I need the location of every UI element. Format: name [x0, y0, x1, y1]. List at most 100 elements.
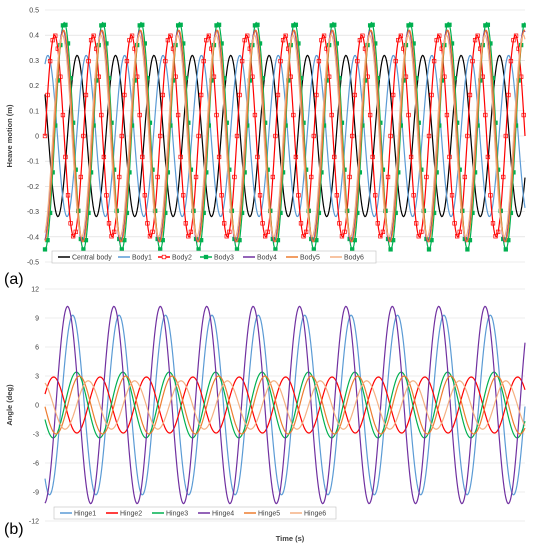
legend-item: Body6 [330, 255, 364, 262]
series-marker [178, 154, 183, 160]
series-marker [227, 229, 232, 235]
series-marker [106, 221, 112, 226]
legend-label: Body6 [344, 255, 364, 262]
series-marker [165, 37, 171, 43]
series-hinge2 [44, 376, 526, 434]
series-marker [65, 193, 71, 198]
series-marker [63, 154, 68, 160]
series-marker [503, 133, 508, 139]
series-marker [273, 247, 278, 252]
series-marker [319, 37, 324, 43]
series-marker [280, 37, 286, 43]
series-marker [385, 174, 391, 180]
series-marker [71, 234, 76, 239]
series-marker [370, 22, 375, 27]
series-line [44, 34, 526, 238]
series-marker [73, 229, 78, 235]
series-marker [437, 33, 442, 38]
series-marker [483, 112, 488, 118]
series-marker [270, 174, 275, 180]
series-marker [521, 23, 526, 28]
y-tick-label: -0.2 [27, 184, 39, 191]
series-marker [168, 33, 173, 38]
legend-item: Central body [58, 255, 112, 262]
series-marker [393, 58, 398, 64]
series-marker [447, 22, 452, 27]
series-marker [370, 154, 375, 160]
legend-item: Hinge2 [106, 511, 142, 518]
series-marker [201, 58, 206, 64]
series-marker [273, 133, 278, 139]
y-tick-label: 0 [35, 403, 39, 410]
series-marker [342, 229, 347, 235]
legend-item: Hinge4 [198, 511, 234, 518]
series-marker [42, 247, 48, 252]
series-marker [53, 33, 58, 38]
series-marker [485, 154, 491, 160]
legend-label: Hinge3 [166, 511, 188, 518]
series-marker [252, 112, 258, 118]
series-marker [160, 92, 165, 98]
series-marker [293, 22, 299, 27]
series-marker [99, 112, 104, 118]
series-marker [508, 58, 514, 64]
series-marker [196, 247, 201, 252]
series-line [44, 376, 526, 434]
series-marker [237, 92, 242, 98]
series-marker [465, 133, 470, 139]
series-marker [472, 37, 478, 43]
y-tick-label: -9 [33, 490, 39, 497]
series-hinge5 [44, 375, 526, 435]
y-tick-label: -3 [33, 432, 39, 439]
series-body6 [44, 34, 526, 238]
series-marker [293, 154, 299, 160]
series-marker [506, 92, 511, 98]
series-marker [380, 229, 386, 235]
series-marker [150, 229, 155, 235]
series-marker [234, 133, 240, 139]
y-tick-label: 0 [35, 134, 39, 141]
series-marker [350, 133, 355, 139]
legend-label: Body4 [257, 255, 277, 262]
series-marker [142, 193, 147, 198]
series-marker [181, 193, 186, 198]
series-marker [426, 133, 432, 139]
y-tick-label: 0.1 [29, 108, 39, 115]
series-marker [475, 33, 480, 38]
series-marker [434, 37, 439, 43]
series-marker [521, 112, 526, 118]
series-marker [298, 221, 304, 226]
series-marker [255, 154, 260, 160]
series-marker [242, 37, 247, 43]
series-marker [355, 58, 360, 64]
series-marker [199, 92, 204, 98]
legend-item: Body3 [200, 255, 234, 262]
series-marker [431, 58, 437, 64]
series-marker [183, 221, 188, 226]
series-marker [339, 234, 345, 239]
series-marker [283, 33, 288, 38]
y-tick-label: -6 [33, 461, 39, 468]
series-marker [137, 112, 142, 118]
series-marker [158, 133, 163, 139]
series-line [44, 380, 526, 430]
series-marker [337, 221, 342, 226]
series-marker [88, 37, 94, 43]
series-marker [398, 33, 403, 38]
panel-label-b: (b) [4, 521, 24, 538]
series-marker [260, 221, 265, 226]
series-marker [257, 193, 263, 198]
series-marker [265, 229, 270, 235]
series-marker [416, 234, 421, 239]
series-marker [206, 33, 211, 38]
series-marker [193, 174, 199, 180]
series-marker [485, 22, 491, 27]
legend-item: Hinge3 [152, 511, 188, 518]
series-marker [419, 229, 424, 235]
series-marker [396, 37, 401, 43]
series-marker [163, 58, 168, 64]
series-marker [495, 229, 501, 235]
legend-label: Body3 [214, 255, 234, 262]
y-tick-label: -0.1 [27, 159, 39, 166]
